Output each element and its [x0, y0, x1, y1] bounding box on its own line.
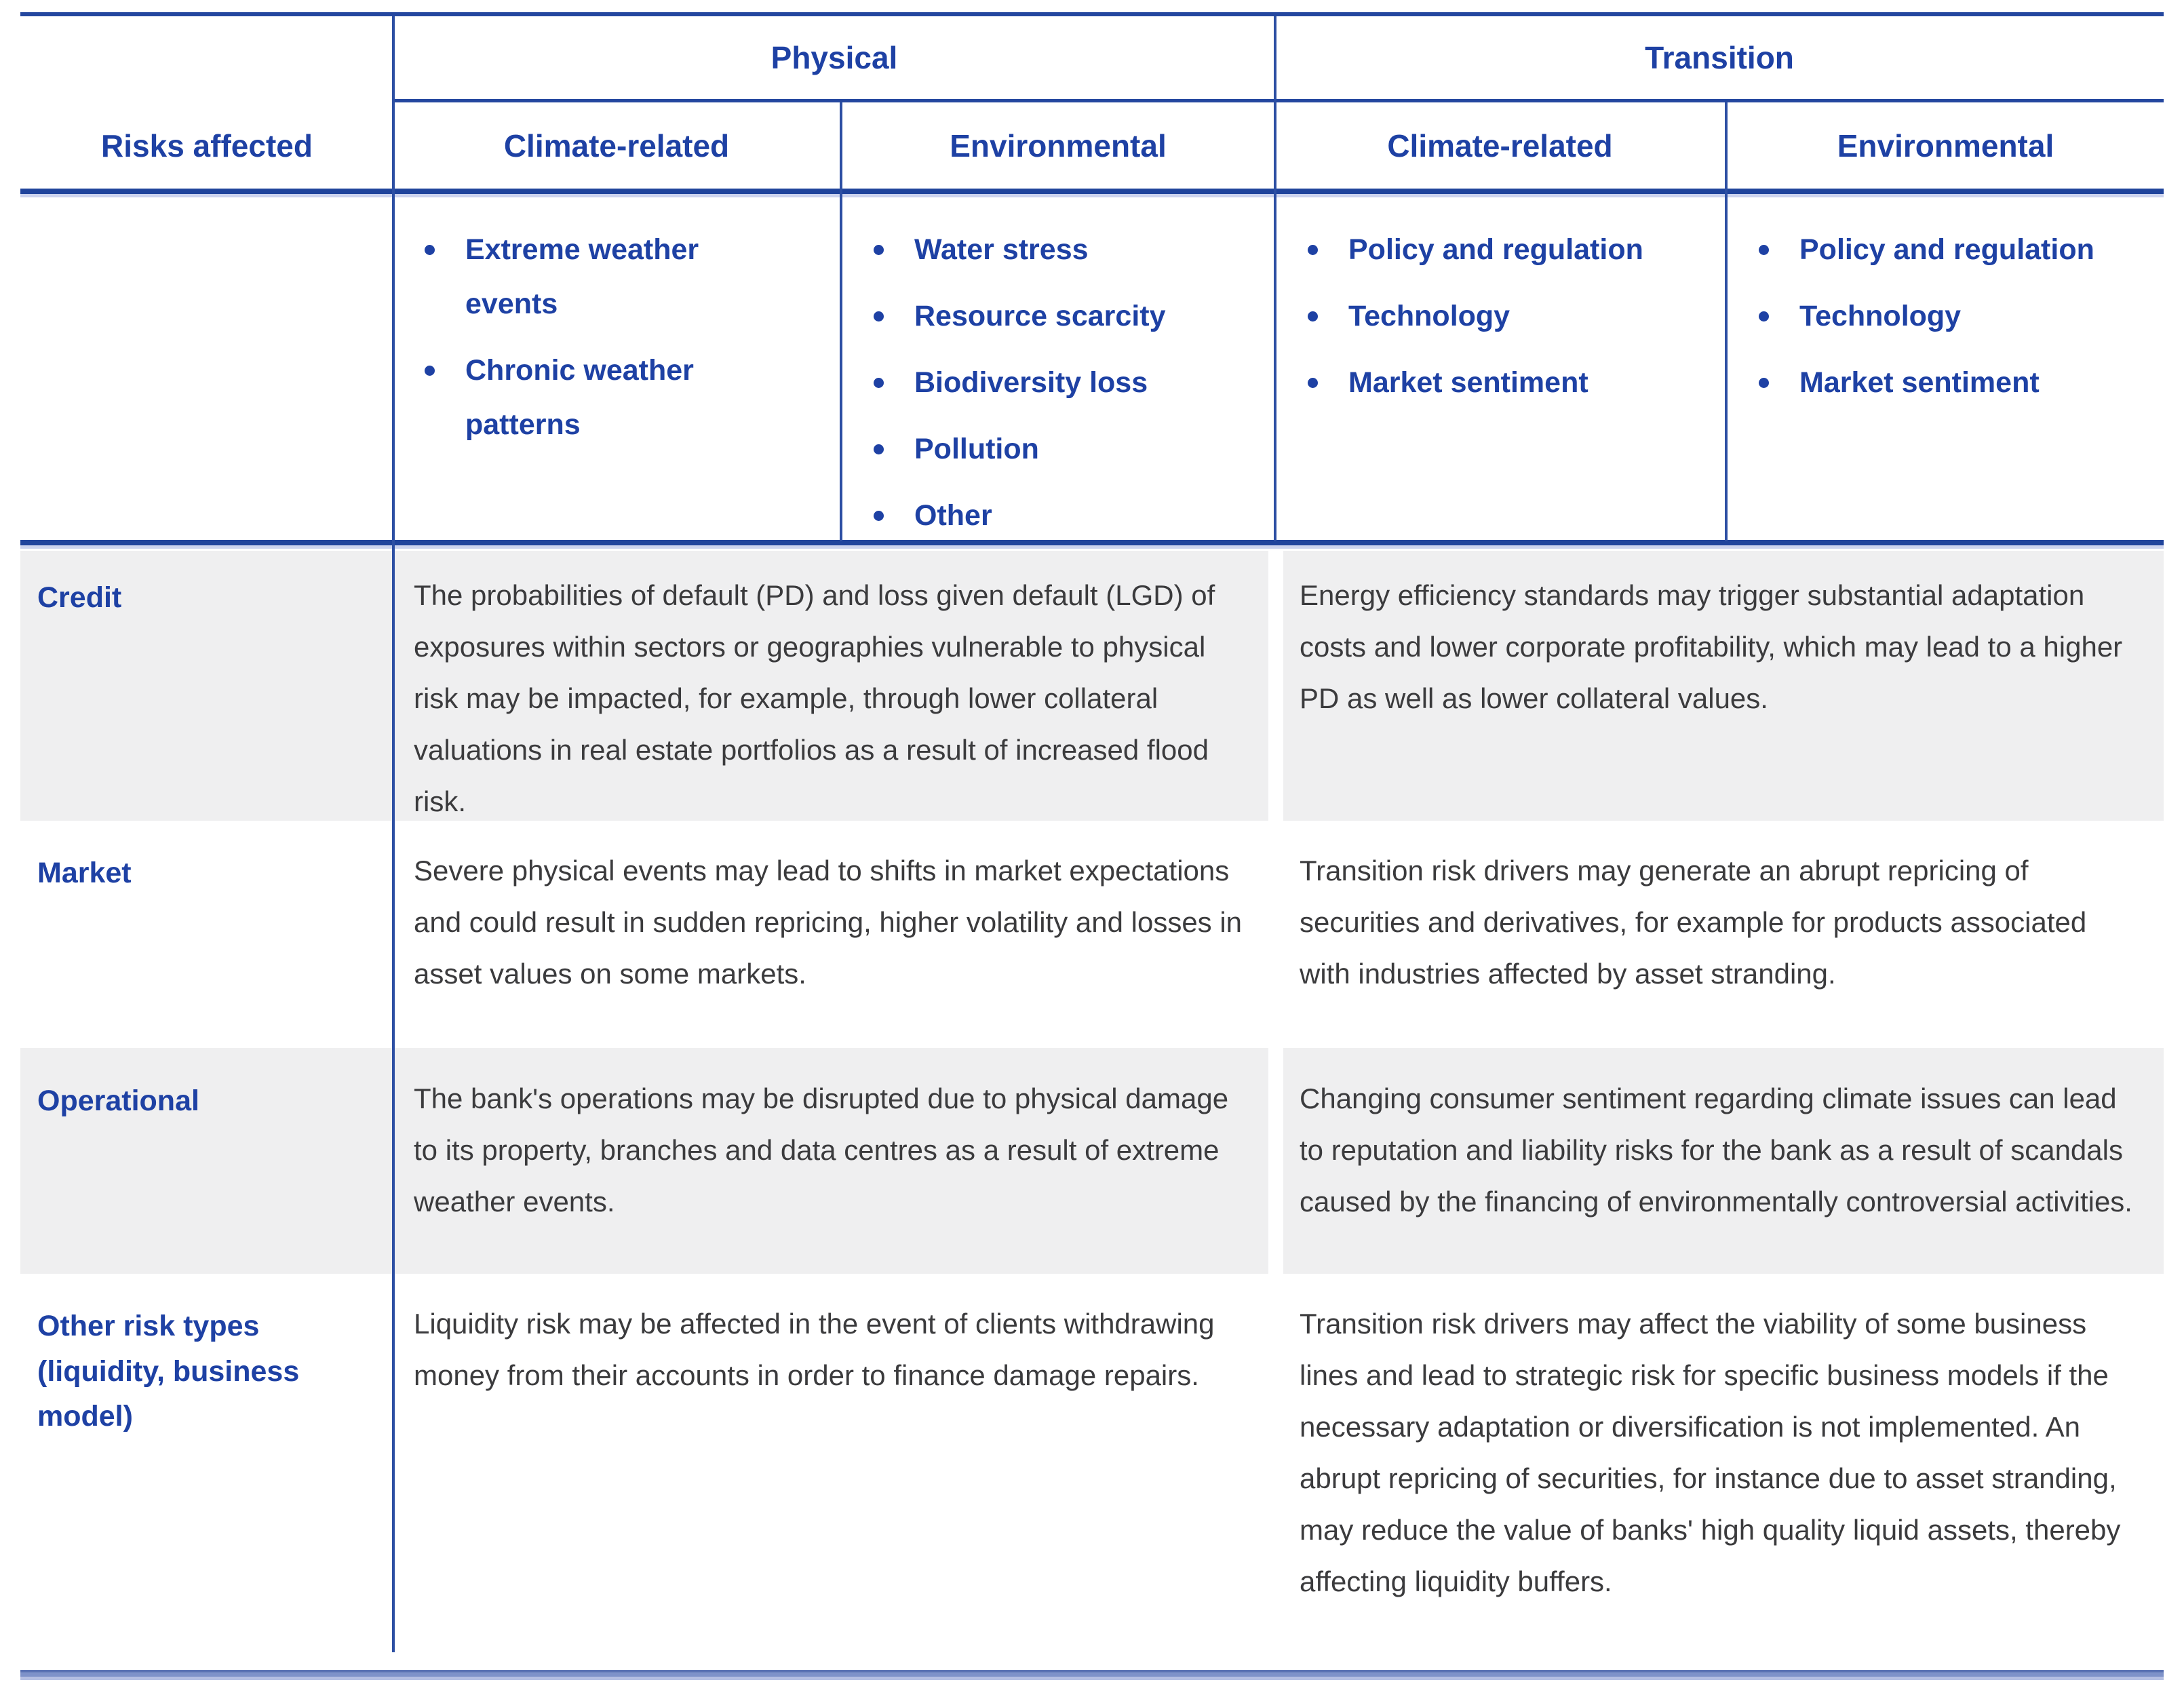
driver-label: Other: [914, 499, 992, 532]
divider-physical-transition: [1274, 16, 1276, 541]
row-label-market: Market: [37, 857, 132, 889]
driver-label: Technology: [1799, 300, 1962, 332]
row-label-other-risk-types: Other risk types (liquidity, business mo…: [37, 1310, 300, 1433]
driver-label: Market sentiment: [1799, 366, 2040, 399]
cell-credit-transition: Energy efficiency standards may trigger …: [1300, 579, 2123, 714]
drivers-separator-rule: [20, 540, 2164, 549]
list-item: Technology: [1300, 289, 1745, 343]
group-header-physical: Physical: [771, 40, 898, 75]
driver-list-transition-environmental: Policy and regulation Technology Market …: [1728, 203, 2184, 410]
list-item: Water stress: [865, 222, 1294, 277]
bullet-icon: [865, 488, 914, 543]
subheader-physical-environmental: Environmental: [950, 128, 1167, 163]
list-item: Market sentiment: [1300, 355, 1745, 410]
list-item: Other: [865, 488, 1294, 543]
corner-header-risks-affected: Risks affected: [101, 128, 313, 163]
driver-label: Pollution: [914, 433, 1039, 465]
driver-label: Chronic weather patterns: [465, 354, 694, 441]
driver-label: Technology: [1348, 300, 1510, 332]
list-item: Chronic weather patterns: [416, 343, 841, 452]
list-item: Technology: [1751, 289, 2184, 343]
list-item: Market sentiment: [1751, 355, 2184, 410]
bullet-icon: [416, 343, 465, 397]
list-item: Policy and regulation: [1300, 222, 1745, 277]
table-bottom-border: [20, 1670, 2164, 1680]
subheader-transition-environmental: Environmental: [1837, 128, 2054, 163]
cell-market-transition: Transition risk drivers may generate an …: [1300, 855, 2087, 990]
cell-other-transition: Transition risk drivers may affect the v…: [1300, 1308, 2121, 1597]
table-top-border: [20, 12, 2164, 16]
credit-row-stripe-left: [20, 551, 1268, 821]
cell-operational-physical: The bank's operations may be disrupted d…: [414, 1083, 1229, 1217]
driver-label: Water stress: [914, 233, 1089, 266]
bullet-icon: [865, 289, 914, 343]
bullet-icon: [1300, 355, 1348, 410]
row-label-credit: Credit: [37, 581, 122, 614]
driver-list-transition-climate: Policy and regulation Technology Market …: [1276, 203, 1745, 410]
credit-row-stripe-right: [1283, 551, 2164, 821]
cell-operational-transition: Changing consumer sentiment regarding cl…: [1300, 1083, 2132, 1217]
divider-physical-sub: [840, 102, 842, 541]
driver-list-physical-environmental: Water stress Resource scarcity Biodivers…: [842, 203, 1294, 543]
cell-credit-physical: The probabilities of default (PD) and lo…: [414, 579, 1215, 817]
bullet-icon: [1751, 289, 1799, 343]
bullet-icon: [865, 422, 914, 476]
list-item: Extreme weather events: [416, 222, 841, 331]
bullet-icon: [865, 355, 914, 410]
list-item: Pollution: [865, 422, 1294, 476]
bullet-icon: [1751, 222, 1799, 277]
row-label-operational: Operational: [37, 1085, 199, 1117]
group-header-transition: Transition: [1645, 40, 1794, 75]
driver-label: Policy and regulation: [1799, 233, 2094, 266]
cell-market-physical: Severe physical events may lead to shift…: [414, 855, 1243, 990]
bullet-icon: [1751, 355, 1799, 410]
divider-transition-sub: [1725, 102, 1728, 541]
group-header-underline: [393, 99, 2164, 102]
cell-other-physical: Liquidity risk may be affected in the ev…: [414, 1308, 1215, 1391]
header-separator-rule: [20, 189, 2164, 197]
driver-list-physical-climate: Extreme weather events Chronic weather p…: [393, 203, 841, 452]
subheader-physical-climate: Climate-related: [503, 128, 730, 163]
divider-riskcol: [392, 16, 395, 1652]
list-item: Resource scarcity: [865, 289, 1294, 343]
driver-label: Extreme weather events: [465, 233, 699, 320]
list-item: Policy and regulation: [1751, 222, 2184, 277]
bullet-icon: [1300, 222, 1348, 277]
driver-label: Resource scarcity: [914, 300, 1166, 332]
driver-label: Biodiversity loss: [914, 366, 1148, 399]
operational-row-stripe-right: [1283, 1048, 2164, 1274]
driver-label: Policy and regulation: [1348, 233, 1643, 266]
driver-label: Market sentiment: [1348, 366, 1588, 399]
list-item: Biodiversity loss: [865, 355, 1294, 410]
bullet-icon: [1300, 289, 1348, 343]
subheader-transition-climate: Climate-related: [1387, 128, 1613, 163]
bullet-icon: [865, 222, 914, 277]
operational-row-stripe-left: [20, 1048, 1268, 1274]
bullet-icon: [416, 222, 465, 277]
